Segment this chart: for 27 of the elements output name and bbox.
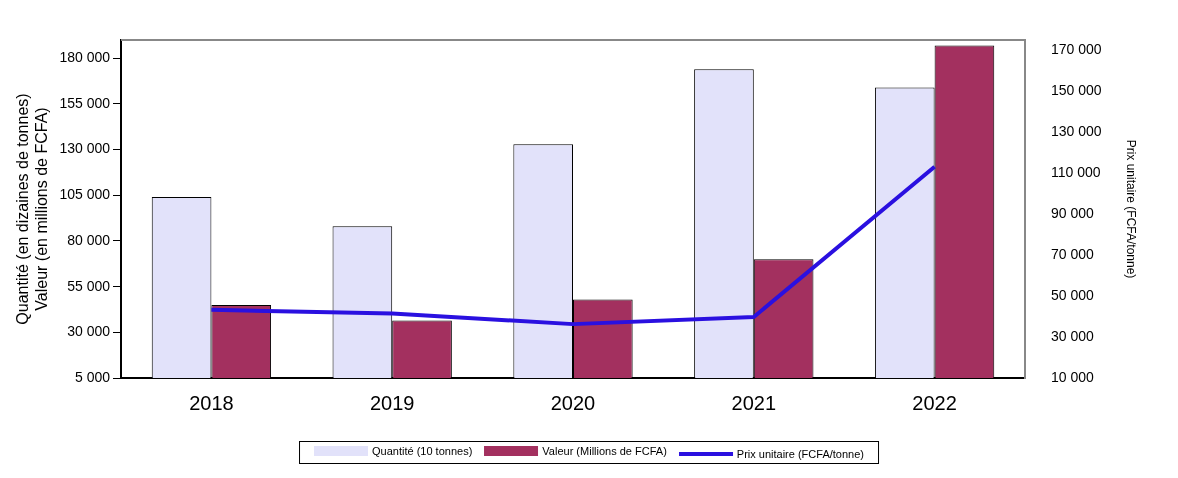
x-tick-label: 2021 <box>731 391 777 414</box>
y2-tick-label: 130 000 <box>1050 123 1102 140</box>
x-tick-label: 2022 <box>912 391 957 414</box>
legend-label: Valeur (Millions de FCFA) <box>542 445 667 457</box>
y-tick-label: 155 000 <box>59 94 111 111</box>
legend-label: Prix unitaire (FCFA/tonne) <box>736 448 864 460</box>
y-tick-label: 180 000 <box>59 49 111 66</box>
x-tick-label: 2019 <box>369 391 415 414</box>
y2-axis-title: Prix unitaire (FCFA/tonne) <box>1124 139 1139 279</box>
y2-tick-label: 90 000 <box>1050 204 1095 221</box>
y-tick-label: 30 000 <box>67 323 111 340</box>
y-tick-label: 105 000 <box>59 186 111 203</box>
y2-tick-label: 30 000 <box>1050 327 1095 344</box>
y2-tick-label: 10 000 <box>1050 368 1095 385</box>
y2-tick-label: 50 000 <box>1050 286 1095 303</box>
legend-label: Quantité (10 tonnes) <box>372 445 473 457</box>
y2-tick-label: 70 000 <box>1050 245 1095 262</box>
y2-tick-label: 150 000 <box>1050 82 1102 99</box>
y-tick-label: 5 000 <box>74 368 111 385</box>
y-tick-label: 80 000 <box>67 231 111 248</box>
y-tick-label: 55 000 <box>67 277 111 294</box>
x-tick-label: 2020 <box>550 391 596 414</box>
y-axis-title: Quantité (en dizaines de tonnes) Valeur (en millions de FCFA) <box>14 93 51 325</box>
y-tick-label: 130 000 <box>59 140 111 157</box>
y2-tick-label: 110 000 <box>1050 164 1101 181</box>
y2-tick-label: 170 000 <box>1050 41 1102 58</box>
x-tick-label: 2018 <box>189 391 234 414</box>
